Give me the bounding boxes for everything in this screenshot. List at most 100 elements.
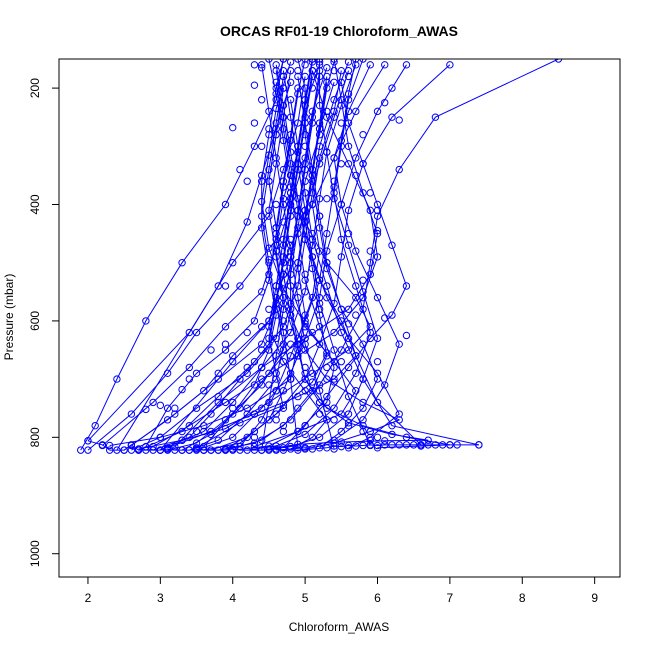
profile-24-point-3 <box>257 363 266 372</box>
data-point-86 <box>337 357 346 366</box>
data-point-97 <box>366 436 374 444</box>
data-point-20 <box>381 98 389 107</box>
profile-47-point-12 <box>301 160 309 168</box>
data-point-52 <box>236 165 244 174</box>
profile-48-point-16 <box>279 84 288 92</box>
data-point-88 <box>243 363 251 372</box>
profile-19-point-12 <box>315 59 324 63</box>
profile-1-point-3 <box>113 375 121 383</box>
data-point-17 <box>323 107 331 116</box>
profile-30-point-9 <box>286 160 295 168</box>
data-point-8 <box>286 171 295 180</box>
profile-38-point-2 <box>373 398 382 407</box>
profile-40-point-13 <box>272 61 280 69</box>
profile-8-point-8 <box>315 194 324 203</box>
profile-25-point-8 <box>373 253 382 261</box>
profile-41-point-10 <box>265 151 273 159</box>
profile-18-point-5 <box>352 369 360 377</box>
profile-7-point-5 <box>265 340 273 348</box>
profile-37-point-3 <box>330 346 338 354</box>
surface-point-17 <box>221 446 230 454</box>
data-point-96 <box>373 433 382 442</box>
profile-5-point-1 <box>127 446 136 454</box>
surface-point-10 <box>171 446 179 454</box>
surface-point-4 <box>120 446 128 454</box>
data-point-14 <box>250 61 259 69</box>
surface-point-31 <box>359 441 367 450</box>
surface-point-25 <box>308 445 317 453</box>
data-point-60 <box>344 72 353 81</box>
data-point-70 <box>257 323 266 331</box>
profile-44-point-4 <box>272 369 280 377</box>
surface-point-1 <box>84 437 92 445</box>
profile-33-point-3 <box>229 259 237 267</box>
profile-line-6 <box>138 61 349 451</box>
surface-point-42 <box>453 441 461 449</box>
profile-27-point-11 <box>352 59 360 63</box>
profile-21-point-3 <box>200 421 208 430</box>
data-point-16 <box>308 84 317 92</box>
profile-36-point-3 <box>301 340 309 348</box>
profile-26-point-3 <box>250 381 259 389</box>
profile-8-point-11 <box>352 61 360 69</box>
profile-42-point-11 <box>301 101 309 110</box>
surface-point-8 <box>156 446 165 454</box>
profile-19-point-3 <box>315 433 324 442</box>
profile-30-point-5 <box>344 334 353 343</box>
data-point-22 <box>395 116 403 124</box>
profile-42-point-10 <box>294 148 302 156</box>
profile-3-point-3 <box>185 363 193 372</box>
surface-point-44 <box>424 441 432 449</box>
x-tick-label-9: 9 <box>591 591 598 605</box>
profile-13-point-7 <box>294 264 302 273</box>
profile-47-point-13 <box>308 113 317 121</box>
data-point-19 <box>359 130 367 139</box>
data-point-59 <box>330 66 338 75</box>
surface-point-15 <box>207 446 215 454</box>
profile-43-point-7 <box>366 323 374 331</box>
x-tick-label-8: 8 <box>519 591 526 605</box>
profile-43-point-9 <box>323 259 331 267</box>
data-point-23 <box>352 171 360 180</box>
profile-line-41 <box>196 61 328 449</box>
x-tick-label-4: 4 <box>229 591 236 605</box>
profile-26-point-2 <box>229 410 237 418</box>
profile-4-point-11 <box>330 59 338 66</box>
profile-43-point-13 <box>272 78 280 86</box>
data-point-55 <box>279 72 288 81</box>
data-point-93 <box>330 416 338 424</box>
profile-44-point-8 <box>301 206 309 215</box>
data-point-68 <box>323 282 331 290</box>
profile-30-point-3 <box>395 410 403 418</box>
profile-32-point-3 <box>243 218 251 226</box>
data-point-94 <box>344 421 353 430</box>
profile-29-point-8 <box>315 224 324 232</box>
profile-33-point-7 <box>301 72 309 81</box>
data-point-34 <box>373 357 382 366</box>
profile-45-point-8 <box>286 241 295 249</box>
profile-38-point-4 <box>337 305 346 313</box>
profile-43-point-5 <box>308 369 317 377</box>
surface-point-24 <box>294 446 302 454</box>
plot-area <box>77 59 563 454</box>
profile-24-point-9 <box>344 142 353 151</box>
profile-23-point-11 <box>301 59 309 63</box>
data-point-85 <box>323 363 331 372</box>
data-point-27 <box>344 229 353 238</box>
data-point-2 <box>178 436 186 444</box>
surface-point-27 <box>330 442 338 450</box>
profile-46-point-5 <box>359 398 367 407</box>
profile-19-point-8 <box>344 241 353 249</box>
profile-47-point-11 <box>294 206 302 215</box>
profile-line-21 <box>109 70 299 446</box>
profile-19-point-4 <box>344 410 353 418</box>
profile-16-point-9 <box>395 165 403 174</box>
surface-point-12 <box>185 446 193 454</box>
profile-42-point-8 <box>279 241 288 249</box>
data-point-67 <box>315 305 324 313</box>
profile-48-point-15 <box>272 130 280 139</box>
profile-47-point-8 <box>294 340 302 348</box>
profile-18-point-3 <box>301 430 309 439</box>
profile-line-1 <box>80 59 284 451</box>
profile-14-point-10 <box>388 113 396 121</box>
